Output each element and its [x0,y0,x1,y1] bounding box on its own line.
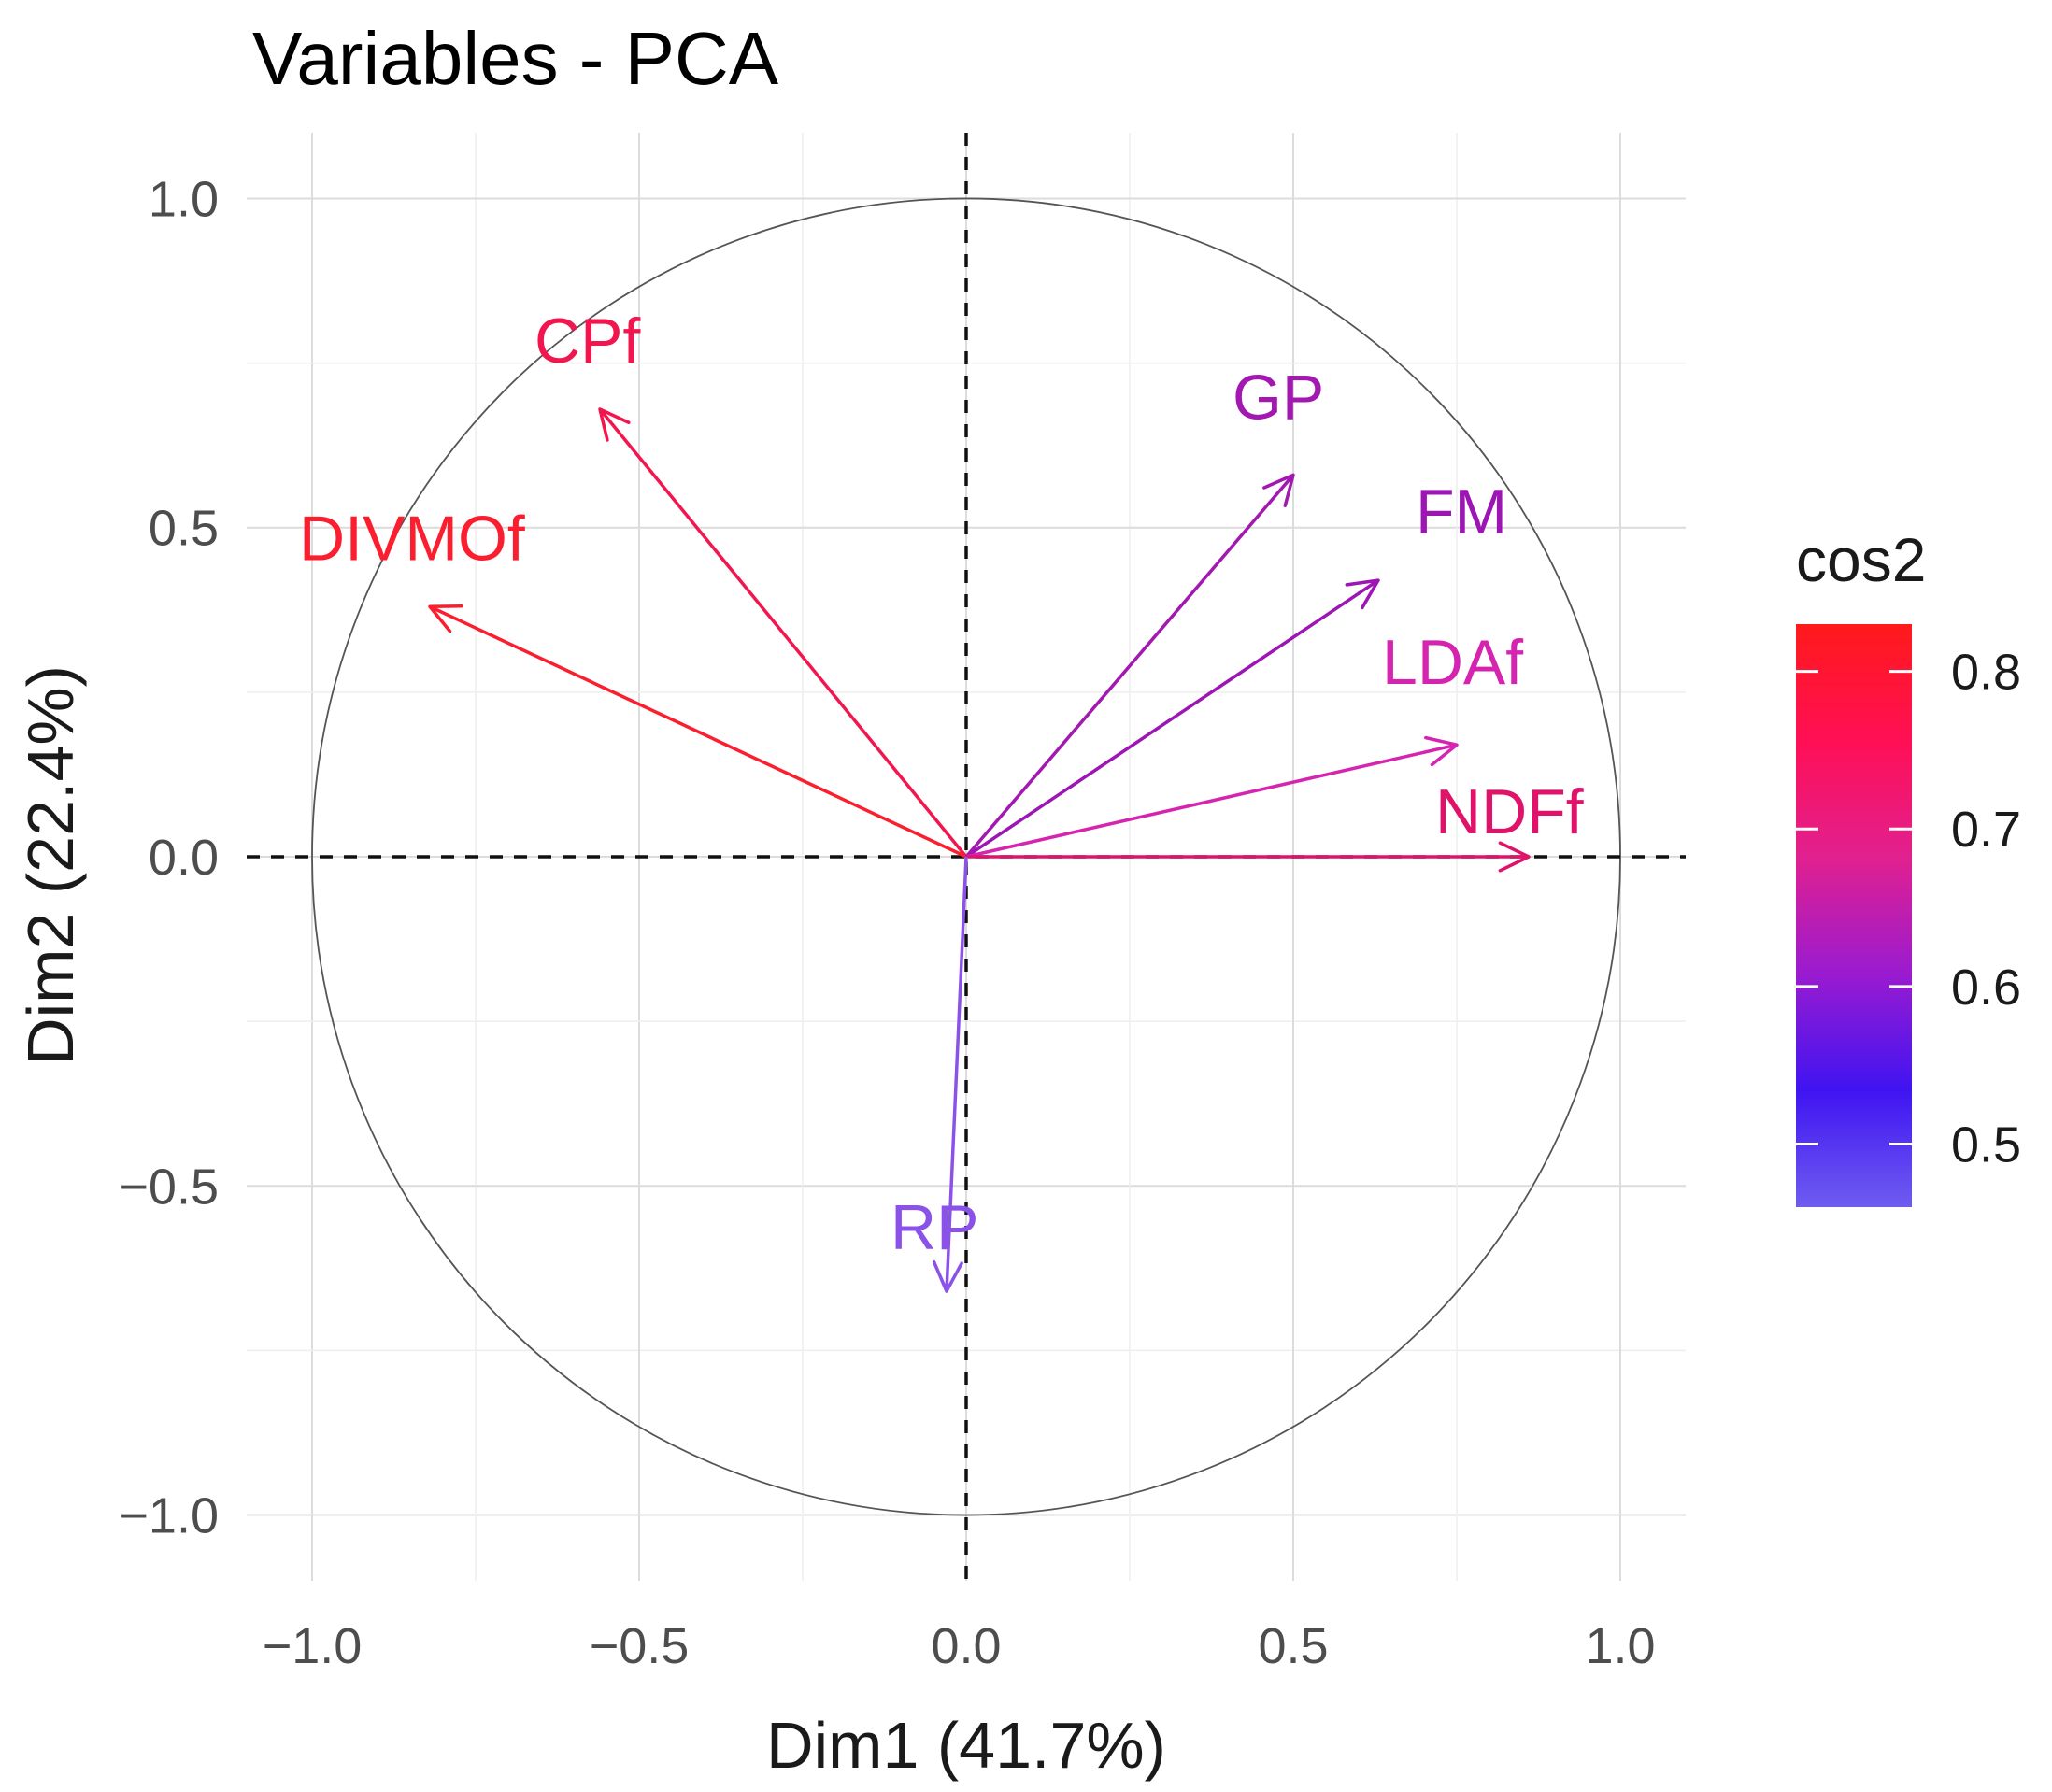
arrow-head [932,1259,963,1293]
arrow-head [1262,473,1295,507]
legend-tick-label: 0.6 [1951,960,2021,1016]
arrow-line [965,743,1458,859]
variable-label: FM [1416,476,1507,548]
x-tick-label: 0.0 [931,1618,1001,1674]
variable-divmof: DIVMOf [299,503,967,859]
legend: cos2 0.5 0.6 0.7 0.8 [1796,525,2021,1207]
y-tick-label: −1.0 [119,1488,219,1544]
x-axis-label: Dim1 (41.7%) [766,1709,1166,1782]
legend-tick-label: 0.5 [1951,1117,2021,1173]
x-tick-label: 0.5 [1258,1618,1328,1674]
variable-ldaf: LDAf [965,627,1523,859]
arrow-head [428,604,463,633]
variable-fm: FM [965,476,1507,859]
variable-rp: RP [891,856,978,1293]
legend-tick-label: 0.7 [1951,802,2021,858]
arrow-head [1498,841,1531,873]
variable-label: NDFf [1435,776,1584,847]
y-tick-label: 0.0 [149,830,219,886]
y-tick-label: 1.0 [149,171,219,227]
arrow-line [945,856,968,1292]
variable-label: RP [891,1192,978,1263]
variable-label: GP [1233,362,1324,433]
y-tick-label: −0.5 [119,1159,219,1215]
chart-title: Variables - PCA [252,17,779,100]
variable-arrows: CPf DIVMOf GP FM LDAf NDFf RP [299,306,1584,1293]
x-tick-label: −0.5 [590,1618,690,1674]
arrow-line [965,578,1379,859]
arrow-line [964,474,1295,859]
x-tick-label: −1.0 [263,1618,363,1674]
variable-gp: GP [964,362,1324,859]
arrow-line [598,407,968,859]
variable-cpf: CPf [534,306,968,859]
arrow-line [429,604,967,859]
variable-ndff: NDFf [966,776,1584,873]
legend-tick-label: 0.8 [1951,645,2021,701]
legend-color-bar [1796,624,1912,1207]
variable-label: DIVMOf [299,503,525,574]
y-tick-label: 0.5 [149,501,219,557]
arrow-head [1424,735,1459,767]
variable-label: CPf [534,306,640,377]
arrow-head [1345,578,1380,610]
arrow-head [598,407,631,442]
variable-label: LDAf [1382,627,1523,698]
x-tick-label: 1.0 [1585,1618,1655,1674]
legend-title: cos2 [1796,525,1926,594]
axis-ticks: −1.0 −0.5 0.0 0.5 1.0 −1.0 −0.5 0.0 0.5 1.0 [119,171,1655,1674]
y-axis-label: Dim2 (22.4%) [14,665,87,1065]
